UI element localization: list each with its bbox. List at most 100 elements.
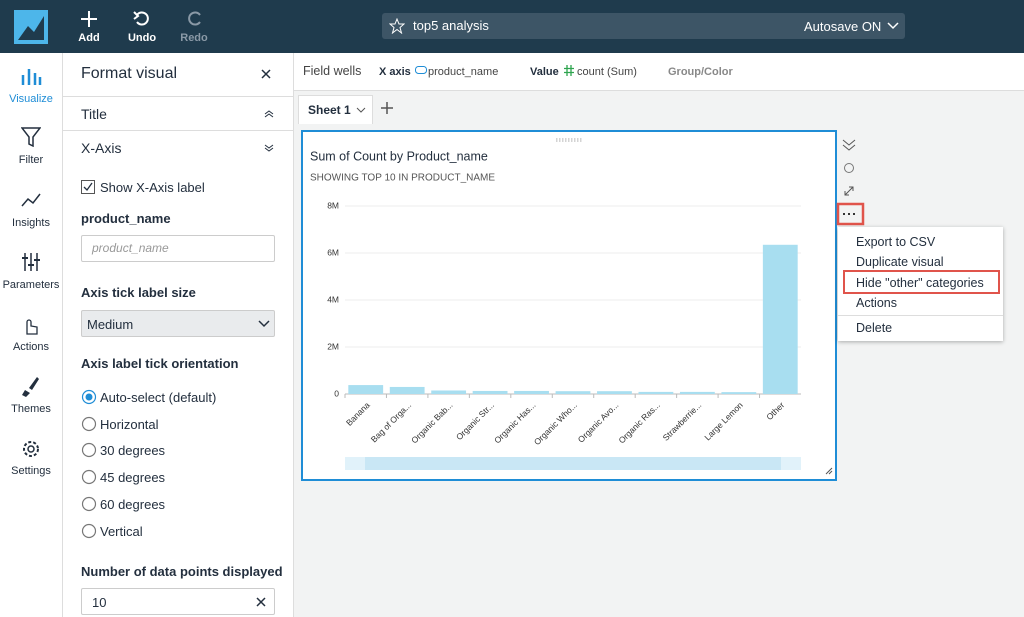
nav-item[interactable]: Parameters [2, 279, 60, 291]
nav-item[interactable]: Themes [11, 403, 51, 415]
undo-icon [133, 11, 149, 26]
star-icon[interactable] [389, 18, 405, 34]
menu-item[interactable]: Export to CSV [856, 235, 936, 249]
scroll-thumb[interactable] [365, 457, 781, 470]
radio-label: 30 degrees [100, 443, 166, 459]
wells-label: Field wells [303, 64, 362, 78]
y-tick-label: 0 [334, 388, 339, 398]
radio[interactable] [81, 523, 97, 539]
clear-icon[interactable] [256, 597, 266, 607]
panel-title: Format visual [81, 65, 178, 82]
logo [14, 10, 48, 44]
radio[interactable] [81, 469, 97, 485]
radio[interactable] [81, 496, 97, 512]
collapse-icon[interactable] [842, 139, 856, 151]
radio-label: 60 degrees [100, 496, 166, 512]
bar [389, 386, 425, 394]
add-button[interactable]: Add [78, 32, 100, 44]
undo-button[interactable]: Undo [127, 32, 157, 44]
radio[interactable] [81, 416, 97, 432]
divider [63, 96, 293, 97]
bar [472, 390, 508, 394]
menu-item[interactable]: Delete [856, 321, 893, 335]
radio[interactable] [81, 389, 97, 405]
chevron [264, 144, 274, 152]
section-header[interactable]: X-Axis [81, 140, 122, 156]
analysis-bar[interactable]: top5 analysis Autosave ON [382, 13, 905, 39]
add-sheet[interactable] [381, 102, 393, 114]
dimension-icon [415, 66, 427, 74]
bar [514, 390, 549, 394]
nav-rail: Visualize Filter Insights Parameters Act… [0, 53, 63, 617]
sheet-tab[interactable]: Sheet 1 [298, 95, 373, 124]
redo-button[interactable]: Redo [180, 32, 208, 44]
chevron [258, 320, 270, 328]
y-tick-label: 2M [327, 341, 339, 351]
highlight-box [843, 270, 1000, 294]
y-tick-label: 6M [327, 247, 339, 257]
points-input[interactable]: 10 [81, 588, 275, 615]
field-label: Axis label tick orientation [81, 356, 239, 371]
tab-label: Sheet 1 [308, 103, 351, 117]
nav-item[interactable]: Actions [12, 341, 50, 353]
radio-label: 45 degrees [100, 470, 166, 486]
bar [638, 391, 674, 394]
bar [431, 390, 467, 394]
field-wells: Field wells X axis product_name Value co… [294, 53, 1024, 91]
bar [597, 391, 632, 394]
autosave[interactable]: Autosave ON [804, 19, 882, 34]
checkbox-label: Show X-Axis label [100, 180, 205, 195]
size-select[interactable]: Medium [81, 310, 275, 337]
nav-item[interactable]: Insights [12, 217, 50, 229]
bar [555, 391, 591, 394]
label-input[interactable]: product_name [81, 235, 275, 262]
nav-item[interactable]: Visualize [9, 93, 53, 105]
checkbox[interactable] [81, 180, 95, 194]
themes-icon [22, 377, 39, 397]
nav-item[interactable]: Settings [11, 465, 51, 477]
chevron [887, 22, 899, 30]
divider [838, 315, 1003, 316]
menu-item[interactable]: Duplicate visual [856, 255, 944, 269]
field-label: Number of data points displayed [81, 564, 283, 579]
visual-frame[interactable] [301, 130, 837, 481]
well-label[interactable]: Group/Color [668, 66, 733, 78]
field-label: Axis tick label size [81, 285, 196, 300]
well-field[interactable]: product_name [428, 66, 499, 78]
y-tick-label: 8M [327, 200, 339, 210]
field-label: product_name [81, 211, 171, 226]
settings-icon[interactable] [844, 163, 854, 173]
divider [63, 130, 293, 131]
bar [762, 244, 798, 394]
chart-title: Sum of Count by Product_name [310, 149, 488, 163]
nav-item[interactable]: Filter [18, 154, 44, 166]
drag-handle[interactable] [556, 138, 583, 142]
analysis-name: top5 analysis [413, 18, 489, 33]
highlight-box [836, 202, 865, 226]
well-field[interactable]: count (Sum) [577, 66, 637, 78]
well-label: X axis [379, 66, 411, 78]
select-value: Medium [87, 317, 134, 332]
context-menu: Export to CSV Duplicate visual Hide "oth… [838, 227, 1003, 341]
expand-icon[interactable] [844, 186, 854, 196]
radio-label: Horizontal [100, 416, 159, 432]
radio[interactable] [81, 442, 97, 458]
insights-icon [21, 193, 41, 207]
section-header[interactable]: Title [81, 106, 107, 122]
radio-label: Auto-select (default) [100, 390, 217, 405]
bar [721, 392, 757, 394]
input-value: 10 [92, 595, 107, 610]
menu-item[interactable]: Hide "other" categories [856, 276, 984, 290]
chart-subtitle: SHOWING TOP 10 IN PRODUCT_NAME [310, 173, 495, 184]
measure-icon [564, 65, 574, 76]
bar [348, 385, 384, 394]
actions-icon [26, 319, 38, 335]
resize-handle[interactable] [825, 467, 833, 475]
add-icon [81, 11, 97, 27]
close-icon[interactable] [261, 69, 271, 79]
menu-item[interactable]: Actions [856, 296, 897, 310]
chevron [264, 110, 274, 118]
bar [679, 391, 715, 394]
